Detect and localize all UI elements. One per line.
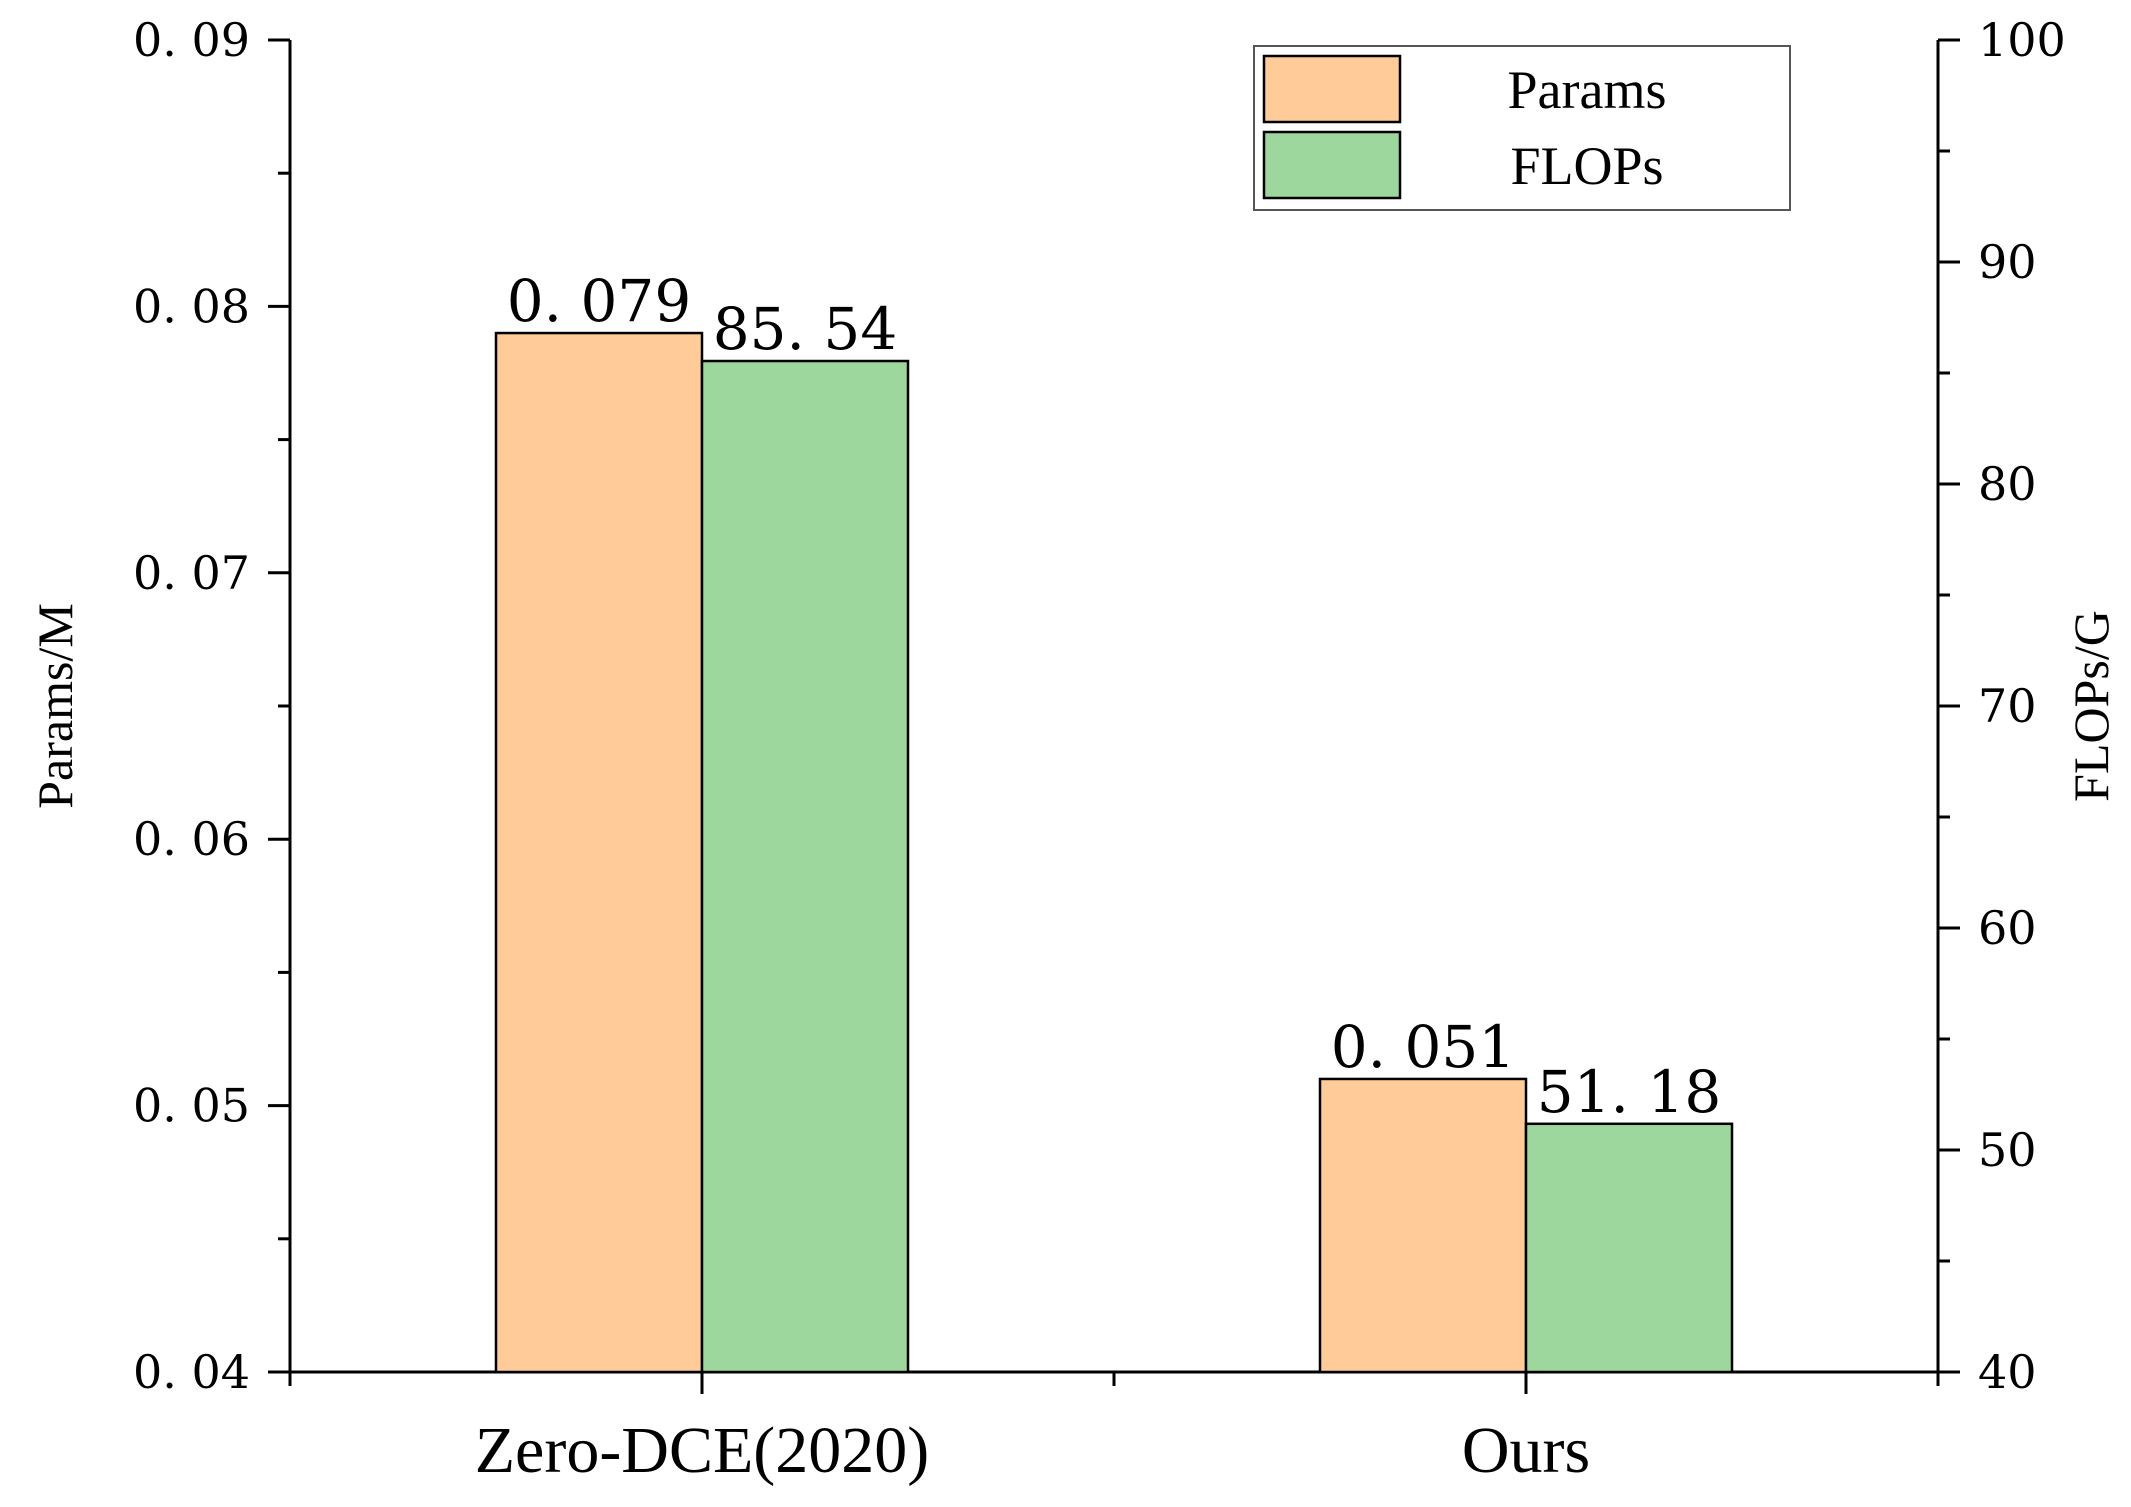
- bar-flops: [700, 359, 910, 1374]
- y2-tick-label: 40: [1978, 1345, 2037, 1399]
- y2-tick-label: 70: [1978, 679, 2037, 733]
- y2-tick-label: 90: [1978, 235, 2037, 289]
- y2-tick-label: 80: [1978, 457, 2037, 511]
- data-label-params: 0. 079: [507, 267, 691, 335]
- y-tick-label: 0. 04: [133, 1345, 250, 1399]
- data-label-flops: 51. 18: [1537, 1058, 1721, 1126]
- y-tick-label: 0. 05: [133, 1079, 250, 1133]
- data-label-flops: 85. 54: [713, 295, 897, 363]
- legend-label-params: Params: [1508, 60, 1667, 120]
- bars: [494, 331, 1734, 1374]
- data-label-params: 0. 051: [1331, 1013, 1515, 1081]
- legend-label-flops: FLOPs: [1510, 136, 1663, 196]
- y-tick-label: 0. 07: [133, 546, 250, 600]
- y2-tick-label: 50: [1978, 1123, 2037, 1177]
- bar-params: [1318, 1077, 1528, 1374]
- legend-swatch-flops: [1262, 130, 1402, 200]
- y-tick-label: 0. 09: [133, 13, 250, 67]
- y2-axis-title: FLOPs/G: [2063, 610, 2119, 802]
- x-tick-label: Zero-DCE(2020): [475, 1414, 930, 1487]
- y-axis-title: Params/M: [27, 603, 83, 809]
- data-labels: 0. 079 0. 051 85. 54 51. 18: [507, 267, 1721, 1126]
- legend: Params FLOPs: [1253, 45, 1791, 211]
- axes: 0. 04 0. 05 0. 06 0. 07 0. 08 0. 09 40 50 60 70 80…: [133, 13, 2066, 1487]
- y-tick-label: 0. 06: [133, 812, 250, 866]
- legend-swatch-params: [1262, 54, 1402, 124]
- y2-tick-label: 60: [1978, 901, 2037, 955]
- bar-params: [494, 331, 704, 1374]
- bar-flops: [1524, 1122, 1734, 1374]
- y-tick-label: 0. 08: [133, 279, 250, 333]
- y2-tick-label: 100: [1978, 13, 2066, 67]
- x-tick-label: Ours: [1462, 1414, 1590, 1487]
